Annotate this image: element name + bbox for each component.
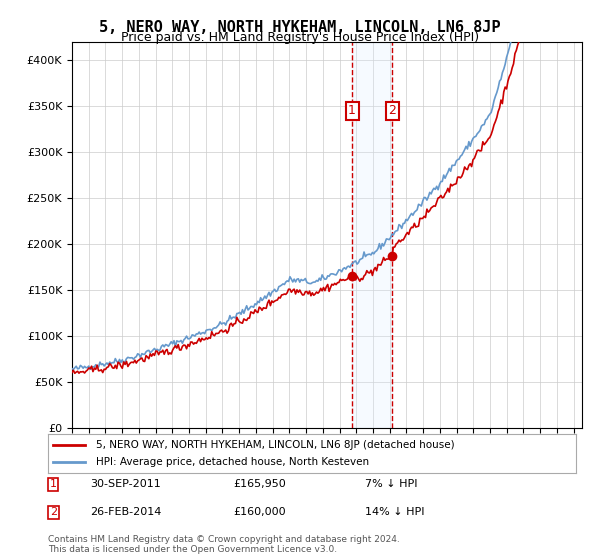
Text: £160,000: £160,000 [233, 507, 286, 517]
Text: 2: 2 [50, 507, 57, 517]
Text: 2: 2 [388, 105, 396, 118]
Text: 7% ↓ HPI: 7% ↓ HPI [365, 479, 418, 489]
Text: 26-FEB-2014: 26-FEB-2014 [90, 507, 161, 517]
Text: £165,950: £165,950 [233, 479, 286, 489]
Text: HPI: Average price, detached house, North Kesteven: HPI: Average price, detached house, Nort… [95, 457, 368, 467]
Text: Price paid vs. HM Land Registry's House Price Index (HPI): Price paid vs. HM Land Registry's House … [121, 31, 479, 44]
Text: 5, NERO WAY, NORTH HYKEHAM, LINCOLN, LN6 8JP: 5, NERO WAY, NORTH HYKEHAM, LINCOLN, LN6… [99, 20, 501, 35]
Text: 30-SEP-2011: 30-SEP-2011 [90, 479, 161, 489]
Text: 1: 1 [50, 479, 57, 489]
Bar [352, 42, 392, 428]
Text: 1: 1 [348, 105, 356, 118]
Text: 14% ↓ HPI: 14% ↓ HPI [365, 507, 424, 517]
Text: 5, NERO WAY, NORTH HYKEHAM, LINCOLN, LN6 8JP (detached house): 5, NERO WAY, NORTH HYKEHAM, LINCOLN, LN6… [95, 440, 454, 450]
Text: Contains HM Land Registry data © Crown copyright and database right 2024.
This d: Contains HM Land Registry data © Crown c… [48, 535, 400, 554]
